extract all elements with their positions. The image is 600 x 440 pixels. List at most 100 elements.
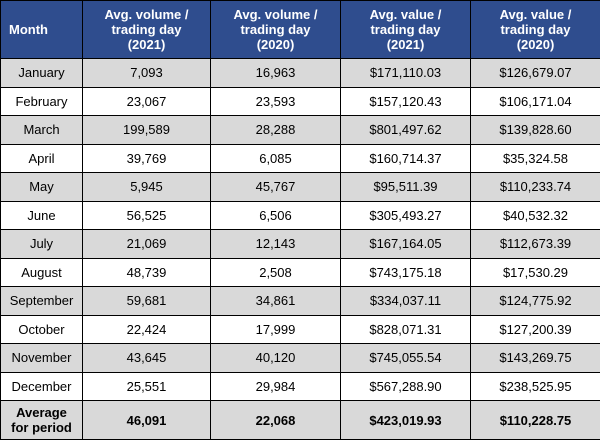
column-header: Avg. value / trading day (2020): [470, 0, 600, 59]
table-cell: $305,493.27: [340, 200, 471, 230]
total-cell: 46,091: [82, 400, 211, 440]
table-cell: $126,679.07: [470, 58, 600, 88]
table-cell: May: [0, 172, 83, 202]
cell-line: Avg. value /: [499, 7, 572, 22]
table-cell: 45,767: [210, 172, 341, 202]
table-cell: November: [0, 343, 83, 373]
cell-line: trading day: [240, 22, 311, 37]
cell-line: trading day: [370, 22, 441, 37]
table-row: January 7,093 16,963 $171,110.03 $126,679.07: [0, 58, 600, 88]
table-cell: $334,037.11: [340, 286, 471, 316]
table-row: October 22,424 17,999 $828,071.31 $127,200.3…: [0, 314, 600, 344]
total-row: Average for period 46,091 22,068 $423,019.93…: [0, 400, 600, 440]
table-cell: July: [0, 229, 83, 259]
table-body: January 7,093 16,963 $171,110.03 $126,679.07…: [0, 58, 600, 440]
table-row: May 5,945 45,767 $95,511.39 $110,233.74: [0, 172, 600, 202]
table-cell: June: [0, 200, 83, 230]
cell-line: (2020): [256, 37, 295, 52]
table-cell: 40,120: [210, 343, 341, 373]
column-header: Avg. value / trading day (2021): [340, 0, 471, 59]
table-cell: 39,769: [82, 143, 211, 173]
cell-line: Month: [9, 22, 48, 37]
column-header: Avg. volume / trading day (2021): [82, 0, 211, 59]
table-cell: 6,506: [210, 200, 341, 230]
table-cell: September: [0, 286, 83, 316]
table-cell: 22,424: [82, 314, 211, 344]
table-cell: $139,828.60: [470, 115, 600, 145]
table-cell: $143,269.75: [470, 343, 600, 373]
cell-line: for period: [11, 420, 72, 435]
table-cell: $106,171.04: [470, 86, 600, 116]
cell-line: Avg. volume /: [104, 7, 189, 22]
table-row: March 199,589 28,288 $801,497.62 $139,828.60: [0, 115, 600, 145]
table-cell: 28,288: [210, 115, 341, 145]
header-row: Month Avg. volume / trading day (2021) Avg. …: [0, 0, 600, 59]
table-row: July 21,069 12,143 $167,164.05 $112,673.39: [0, 229, 600, 259]
table-cell: April: [0, 143, 83, 173]
table-row: June 56,525 6,506 $305,493.27 $40,532.32: [0, 200, 600, 230]
table-cell: $171,110.03: [340, 58, 471, 88]
table-cell: 29,984: [210, 371, 341, 401]
table-cell: 16,963: [210, 58, 341, 88]
table-cell: $801,497.62: [340, 115, 471, 145]
table-cell: $743,175.18: [340, 257, 471, 287]
table-cell: $167,164.05: [340, 229, 471, 259]
table-cell: 2,508: [210, 257, 341, 287]
total-cell: $110,228.75: [470, 400, 600, 440]
table-cell: $95,511.39: [340, 172, 471, 202]
table-cell: $160,714.37: [340, 143, 471, 173]
table-cell: $112,673.39: [470, 229, 600, 259]
cell-line: Avg. volume /: [233, 7, 318, 22]
cell-line: Average: [16, 405, 67, 420]
table-cell: 21,069: [82, 229, 211, 259]
table-cell: $567,288.90: [340, 371, 471, 401]
table-cell: 17,999: [210, 314, 341, 344]
table-cell: 23,593: [210, 86, 341, 116]
table-cell: 48,739: [82, 257, 211, 287]
table-cell: 56,525: [82, 200, 211, 230]
table-cell: $127,200.39: [470, 314, 600, 344]
table-row: September 59,681 34,861 $334,037.11 $124,775…: [0, 286, 600, 316]
table-cell: $124,775.92: [470, 286, 600, 316]
table-row: February 23,067 23,593 $157,120.43 $106,171.…: [0, 86, 600, 116]
table-cell: 5,945: [82, 172, 211, 202]
table-cell: 23,067: [82, 86, 211, 116]
table-cell: 25,551: [82, 371, 211, 401]
cell-line: trading day: [111, 22, 182, 37]
table-row: April 39,769 6,085 $160,714.37 $35,324.58: [0, 143, 600, 173]
table-cell: 6,085: [210, 143, 341, 173]
table-cell: $40,532.32: [470, 200, 600, 230]
table-cell: December: [0, 371, 83, 401]
table-cell: 7,093: [82, 58, 211, 88]
table-cell: $828,071.31: [340, 314, 471, 344]
table-row: November 43,645 40,120 $745,055.54 $143,269.…: [0, 343, 600, 373]
table-cell: 59,681: [82, 286, 211, 316]
cell-line: (2020): [516, 37, 555, 52]
table-cell: $157,120.43: [340, 86, 471, 116]
total-cell: Average for period: [0, 400, 83, 440]
column-header: Avg. volume / trading day (2020): [210, 0, 341, 59]
table-cell: 43,645: [82, 343, 211, 373]
cell-line: (2021): [127, 37, 166, 52]
table-row: August 48,739 2,508 $743,175.18 $17,530.29: [0, 257, 600, 287]
table-cell: $17,530.29: [470, 257, 600, 287]
table-cell: 199,589: [82, 115, 211, 145]
table-cell: January: [0, 58, 83, 88]
table-cell: 34,861: [210, 286, 341, 316]
table-cell: 12,143: [210, 229, 341, 259]
total-cell: $423,019.93: [340, 400, 471, 440]
table-cell: $745,055.54: [340, 343, 471, 373]
table-cell: $35,324.58: [470, 143, 600, 173]
table-cell: August: [0, 257, 83, 287]
table-cell: $238,525.95: [470, 371, 600, 401]
total-cell: 22,068: [210, 400, 341, 440]
table-cell: $110,233.74: [470, 172, 600, 202]
table-row: December 25,551 29,984 $567,288.90 $238,525.…: [0, 371, 600, 401]
table-cell: February: [0, 86, 83, 116]
column-header: Month: [0, 0, 83, 59]
table-cell: March: [0, 115, 83, 145]
cell-line: (2021): [386, 37, 425, 52]
cell-line: trading day: [500, 22, 571, 37]
